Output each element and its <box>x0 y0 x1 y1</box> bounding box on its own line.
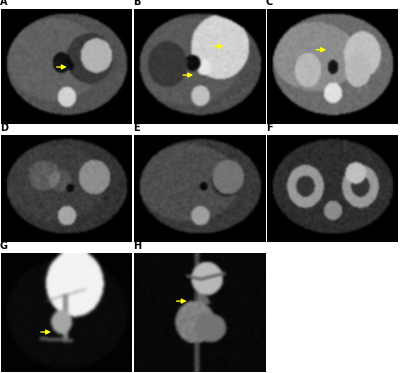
Text: B: B <box>133 0 140 7</box>
Text: A: A <box>0 0 7 7</box>
Text: C: C <box>266 0 273 7</box>
Text: D: D <box>0 123 8 133</box>
Text: H: H <box>133 241 141 251</box>
Text: F: F <box>266 123 272 133</box>
Text: E: E <box>133 123 139 133</box>
Text: G: G <box>0 241 8 251</box>
